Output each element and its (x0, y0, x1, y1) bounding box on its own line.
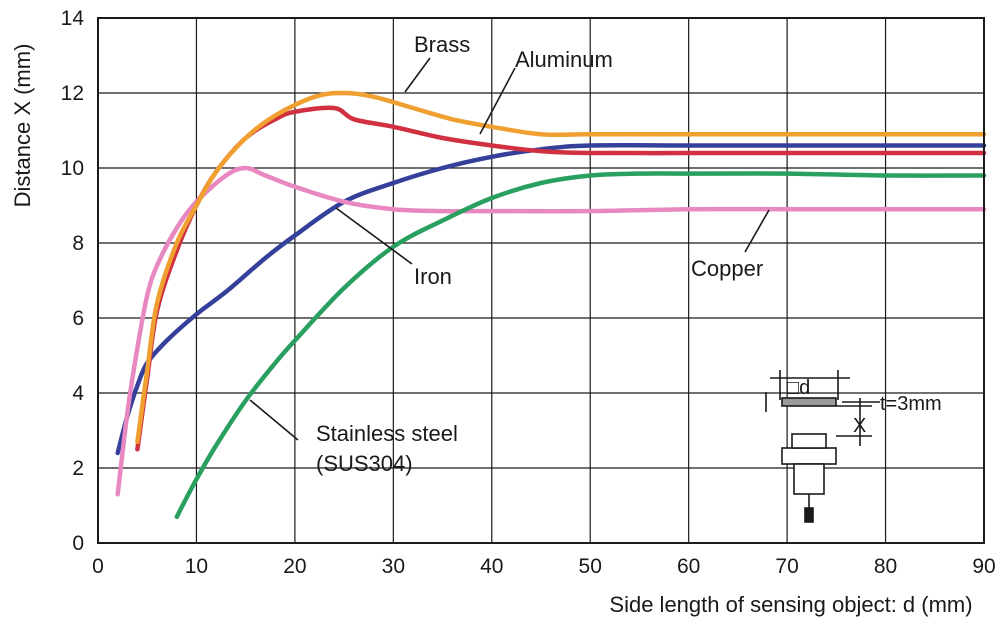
y-tick-label: 2 (72, 457, 84, 480)
y-axis-label: Distance X (mm) (10, 44, 35, 208)
x-tick-label: 70 (775, 555, 798, 578)
distance-label: X (853, 415, 866, 437)
series-label-stainless: Stainless steel (316, 421, 458, 446)
y-tick-label: 8 (72, 232, 84, 255)
x-tick-label: 80 (874, 555, 897, 578)
sensor-diagram: □d t=3mm X (765, 370, 942, 523)
series-line-aluminum (135, 105, 987, 452)
target-plate (781, 397, 837, 407)
y-tick-label: 10 (61, 157, 84, 180)
object-size-label: □d (787, 377, 810, 399)
grid (97, 17, 985, 544)
x-tick-label: 40 (480, 555, 503, 578)
x-tick-label: 50 (579, 555, 602, 578)
x-tick-label: 90 (972, 555, 995, 578)
x-tick-label: 30 (382, 555, 405, 578)
y-tick-label: 6 (72, 307, 84, 330)
y-tick-label: 0 (72, 532, 84, 555)
series-line-brass (135, 90, 987, 445)
x-tick-label: 20 (283, 555, 306, 578)
iron-leader (335, 207, 413, 265)
x-tick-label: 0 (92, 555, 104, 578)
series-line-iron (115, 142, 987, 456)
plot-frame (97, 17, 985, 544)
sensor-nut (781, 447, 837, 465)
series-line-stainless-steel-sus304 (174, 171, 987, 520)
series-lines (115, 90, 987, 520)
y-tick-label: 12 (61, 82, 84, 105)
tick-labels: 0 10 20 30 40 50 60 70 80 90 0 2 4 6 8 10 12 14 (61, 7, 996, 578)
y-tick-label: 14 (61, 7, 85, 30)
sensor-head (791, 433, 827, 449)
brass-leader (404, 57, 431, 93)
series-label-brass: Brass (414, 32, 470, 57)
series-labels: Brass Aluminum Iron Copper Stainless ste… (249, 32, 770, 476)
y-tick-label: 4 (72, 382, 84, 405)
series-label-copper: Copper (691, 256, 763, 281)
x-axis-label: Side length of sensing object: d (mm) (609, 592, 972, 617)
copper-leader (744, 209, 770, 253)
series-line-copper (115, 165, 987, 497)
series-label-iron: Iron (414, 264, 452, 289)
series-label-sus304: (SUS304) (316, 451, 413, 476)
series-label-aluminum: Aluminum (515, 47, 613, 72)
aluminum-leader (479, 67, 516, 135)
thickness-label: t=3mm (880, 393, 942, 415)
x-tick-label: 10 (185, 555, 208, 578)
stainless-leader (249, 399, 299, 441)
sensor-cable-end (804, 507, 814, 523)
x-tick-label: 60 (677, 555, 700, 578)
sensor-body (793, 463, 825, 495)
